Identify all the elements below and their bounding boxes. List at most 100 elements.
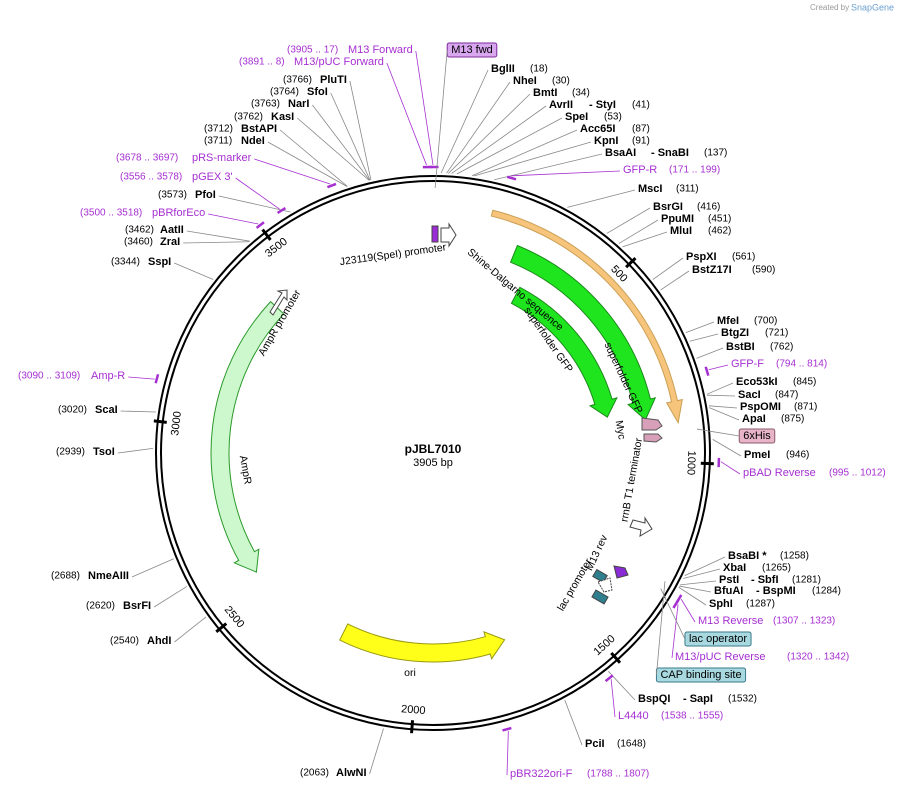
site-leader: [440, 69, 489, 174]
site-leader: [448, 93, 531, 174]
site-position: (561): [732, 252, 755, 263]
site-leader: [494, 153, 603, 181]
primer-leader: [506, 730, 509, 776]
primer-leader: [386, 62, 427, 166]
site-name: NheI: [513, 75, 537, 87]
site-name: Eco53kI: [736, 376, 778, 388]
site-name: NmeAIII: [88, 570, 129, 582]
site-position: (845): [793, 377, 816, 388]
ring-tick-label: 2000: [401, 703, 426, 717]
primer-name: GFP-F: [731, 358, 764, 370]
feature-box-label: M13 fwd: [451, 44, 493, 56]
primer-name: pGEX 3': [192, 171, 233, 183]
site-leader: [296, 117, 370, 181]
site-leader: [473, 141, 592, 177]
feature-box: lac operator: [684, 631, 752, 647]
primer-leader: [680, 598, 696, 623]
site-leader: [689, 333, 719, 342]
rbs-mark: [440, 222, 457, 248]
site-name: BsrFI: [123, 600, 151, 612]
feature-arrow: [490, 209, 683, 425]
cap-site-mark: [591, 589, 609, 605]
site-position: (2540): [110, 636, 139, 647]
primer-leader: [610, 679, 616, 718]
primer-range: (1307 .. 1323): [773, 616, 835, 627]
site-position: (3573): [158, 190, 187, 201]
site-position: (871): [794, 402, 817, 413]
primer-mark: [502, 726, 512, 732]
feature-leader: [660, 588, 686, 640]
site-position: (2688): [51, 571, 80, 582]
site-position: (1265): [762, 563, 791, 574]
feature-box: 6xHis: [738, 428, 776, 444]
site-leader: [684, 556, 726, 576]
ampr-promoter-mark: [269, 289, 288, 316]
primer-range: (1538 .. 1555): [661, 711, 723, 722]
primer-leader: [708, 364, 729, 371]
site-position: (462): [708, 226, 731, 237]
promoter-mark: [431, 225, 439, 243]
site-position: (3462): [125, 225, 154, 236]
site-name: MfeI: [717, 315, 739, 327]
primer-leader: [671, 604, 679, 659]
primer-range: (3678 .. 3697): [116, 153, 178, 164]
site-name: BstAPI: [241, 123, 277, 135]
features: [210, 209, 683, 663]
primer-leader: [235, 177, 280, 210]
primer-mark: [604, 674, 614, 683]
site-name: MscI: [638, 183, 662, 195]
feature-arrow: [210, 300, 285, 573]
feature-box-label: CAP binding site: [660, 669, 741, 681]
site-name: AatII: [160, 224, 184, 236]
feature-arrow: [510, 286, 618, 418]
site-name: TsoI: [93, 446, 115, 458]
primer-leader: [208, 213, 259, 225]
site-name: - SapI: [683, 693, 713, 705]
site-position: (590): [752, 265, 775, 276]
site-leader: [706, 394, 736, 397]
site-position: (53): [604, 112, 622, 123]
site-leader: [446, 81, 511, 174]
site-name: SphI: [709, 598, 733, 610]
ring-tick: [261, 228, 272, 241]
site-position: (946): [786, 450, 809, 461]
site-leader: [312, 104, 370, 181]
site-position: (2939): [56, 447, 85, 458]
site-leader: [117, 447, 154, 454]
primer-mark: [672, 599, 680, 609]
primer-name: M13/pUC Forward: [294, 56, 384, 68]
site-leader: [679, 580, 717, 586]
primer-leader: [254, 158, 331, 185]
site-leader: [709, 407, 740, 421]
primer-name: Amp-R: [91, 370, 125, 382]
site-name: SacI: [738, 389, 761, 401]
primer-mark: [506, 175, 517, 181]
site-name: NarI: [288, 98, 309, 110]
site-name: PluTI: [320, 74, 347, 86]
site-name: AlwNI: [336, 767, 367, 779]
site-leader: [451, 105, 547, 174]
lac-operator-mark: [592, 568, 608, 584]
feature-box-label: 6xHis: [743, 430, 771, 442]
primer-leader: [511, 170, 621, 177]
primer-name: GFP-R: [623, 164, 657, 176]
primer-range: (1788 .. 1807): [587, 769, 649, 780]
site-position: (700): [754, 316, 777, 327]
site-leader: [218, 195, 291, 213]
site-leader: [267, 141, 348, 187]
site-leader: [706, 382, 734, 395]
site-name: MluI: [670, 225, 692, 237]
site-name: - SbfI: [751, 574, 779, 586]
primer-mark: [326, 182, 337, 189]
primer-name: pBRforEco: [152, 207, 205, 219]
site-leader: [678, 586, 707, 606]
ring-tick-label: 1000: [684, 450, 697, 475]
site-name: Acc65I: [580, 123, 615, 135]
site-name: PspXI: [686, 251, 717, 263]
site-leader: [696, 347, 724, 359]
site-name: BsaAI: [605, 147, 636, 159]
site-leader: [330, 92, 371, 181]
site-leader: [622, 231, 668, 248]
ring-tick: [625, 257, 637, 269]
